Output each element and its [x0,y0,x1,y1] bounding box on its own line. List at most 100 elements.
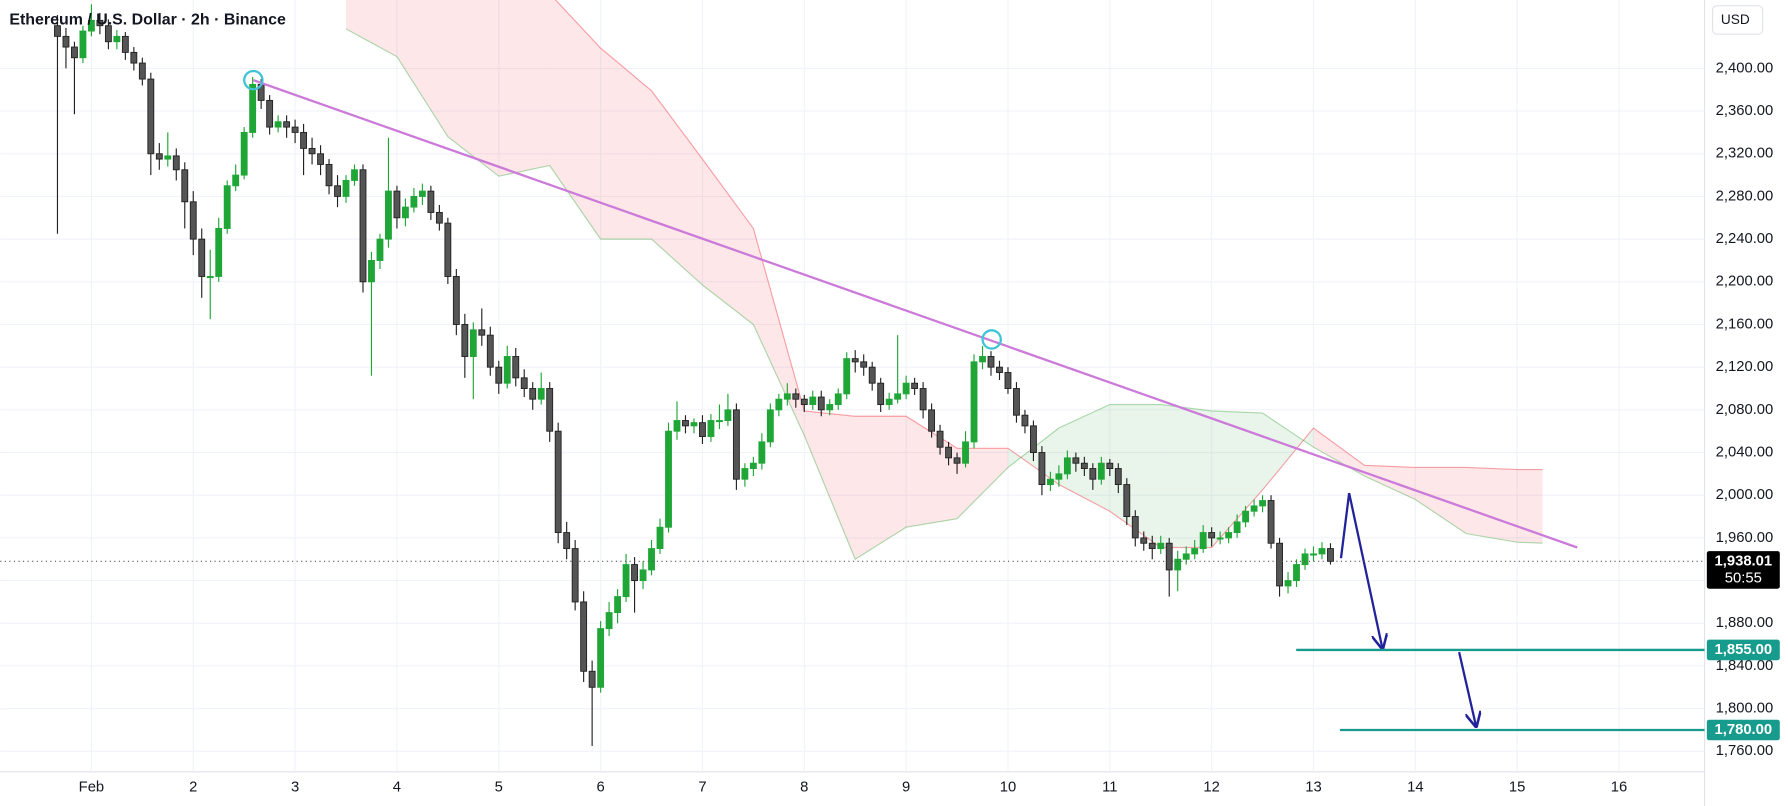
x-tick-label: 6 [596,780,604,796]
candle-body [1030,425,1037,453]
x-tick-label: Feb [79,780,105,796]
x-tick-label: 12 [1203,780,1219,796]
y-tick-label: 2,360.00 [1716,103,1774,119]
y-tick-label: 1,800.00 [1716,701,1774,717]
candle-body [1123,484,1131,518]
candle-body [682,420,689,427]
candle-body [87,19,95,32]
y-tick-label: 2,400.00 [1716,60,1774,76]
candle-body [1301,553,1309,566]
candle-body [478,329,486,336]
candle-body [1157,542,1165,550]
x-tick-label: 13 [1305,780,1321,796]
candle-body [189,201,197,240]
x-tick-label: 7 [698,780,706,796]
touch-point [981,329,1002,350]
candle-body [945,446,952,459]
candle-body [665,430,672,528]
candle-body [597,628,605,688]
candle-body [953,457,961,464]
candle-body [172,155,180,171]
candle-body [877,382,885,405]
candle-body [1080,462,1088,469]
y-tick-label: 2,000.00 [1716,487,1774,503]
candle-body [1106,462,1114,469]
candle-body [563,532,571,550]
candle-body [537,388,545,400]
candle-body [223,185,231,229]
candle-body [1055,473,1063,480]
candle-body [444,222,452,277]
candle-body [147,78,155,155]
candle-body [452,276,460,325]
cloud-fill [753,228,805,436]
x-tick-label: 16 [1611,780,1627,796]
cloud-fill [1109,404,1161,548]
currency-button[interactable] [1711,5,1764,35]
level-label: 1,780.00 [1714,722,1772,738]
candle-body [512,356,520,379]
x-tick-label: 8 [800,780,808,796]
candle-body [605,612,613,630]
cloud-fill [1160,404,1212,548]
candle-body [1038,452,1046,486]
candles [54,4,1334,746]
candle-body [1318,548,1326,555]
y-tick-label: 2,200.00 [1716,274,1774,290]
candle-body [461,324,469,357]
candle-body [851,358,859,363]
candle-body [206,276,214,279]
cloud-fill [1517,469,1543,544]
candle-body [1191,548,1199,555]
candle-body [62,35,70,48]
y-tick-label: 1,840.00 [1716,658,1774,674]
drawings [243,69,1578,728]
cloud-fill [498,0,550,177]
x-tick-label: 4 [393,780,401,796]
candle-body [834,393,842,405]
cloud-fill [804,410,856,560]
candle-body [104,25,112,43]
candle-body [826,404,834,411]
candle-body [469,329,477,357]
candle-body [546,388,554,432]
candle-body [987,356,995,368]
candle-body [817,396,825,411]
y-tick-label: 2,120.00 [1716,359,1774,375]
candle-body [486,334,494,368]
candle-body [401,206,409,219]
cloud-fill [957,448,1008,519]
candle-body [1216,537,1224,540]
cloud-fill [702,159,754,325]
candle-body [1276,542,1283,587]
candle-body [902,382,910,395]
projection-arrow [1458,651,1476,728]
candle-body [520,377,528,389]
cloud-fill [549,0,601,240]
candle-body [1250,505,1258,512]
candle-body [385,190,392,240]
candle-body [283,121,291,128]
candle-body [724,409,732,421]
candle-body [1004,372,1012,389]
candle-body [656,526,664,550]
candle-body [699,422,706,437]
candle-body [393,190,401,219]
candle-body [334,185,341,197]
candle-body [1072,457,1080,464]
candle-body [1097,462,1105,480]
candle-body [266,99,274,128]
candle-body [1165,542,1173,571]
candle-body [1063,457,1071,475]
cloud-fill [396,0,448,137]
candle-body [639,569,647,582]
candle-body [936,430,944,448]
level-label-box [1706,639,1780,661]
candle-body [342,179,350,197]
projection-arrow [1339,492,1383,650]
candle-body [911,382,919,389]
candle-body [317,153,324,165]
candle-body [1293,564,1300,582]
candle-body [130,51,138,64]
